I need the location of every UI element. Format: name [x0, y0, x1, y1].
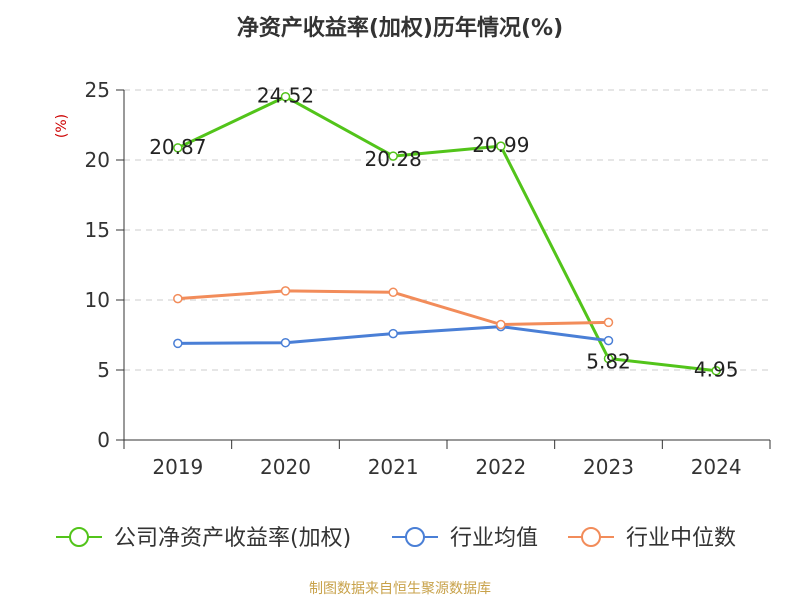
- y-tick-label: 15: [85, 218, 110, 242]
- data-point: [173, 338, 183, 349]
- x-tick-label: 2023: [583, 455, 634, 479]
- x-tick-label: 2020: [260, 455, 311, 479]
- data-point: [280, 91, 291, 102]
- data-point: [280, 337, 291, 348]
- data-label: 20.28: [365, 147, 422, 171]
- data-label: 20.87: [149, 135, 206, 159]
- x-tick-label: 2022: [475, 455, 526, 479]
- data-point: [280, 286, 291, 296]
- y-tick-label: 0: [97, 428, 110, 452]
- data-label: 24.52: [257, 84, 314, 108]
- legend-entry: 行业中位数: [626, 526, 736, 551]
- y-tick-label: 25: [85, 78, 110, 102]
- x-tick-label: 2019: [152, 455, 203, 479]
- x-tick-label: 2021: [368, 455, 419, 479]
- data-point: [603, 353, 614, 364]
- data-point: [173, 293, 183, 304]
- data-point: [173, 143, 183, 153]
- y-tick-label: 20: [85, 148, 110, 172]
- data-point: [388, 151, 398, 161]
- legend-entry: 公司净资产收益率(加权): [114, 526, 351, 551]
- data-label: 5.82: [586, 350, 631, 374]
- legend-swatch-marker: [581, 527, 601, 547]
- data-point: [496, 141, 506, 151]
- axes: 0 5 10 15 20 25 2019 2020 2021 2022 2023 2024: [85, 78, 771, 479]
- source-note: 制图数据来自恒生聚源数据库: [309, 581, 491, 597]
- legend-entry: 行业均值: [450, 526, 538, 551]
- series: [173, 91, 721, 376]
- legend-swatch-marker: [69, 527, 89, 547]
- data-point: [388, 328, 398, 339]
- y-axis-label: (%): [54, 114, 70, 138]
- legend-swatch-marker: [405, 527, 425, 547]
- series-line: [177, 95, 717, 373]
- data-label: 20.99: [472, 133, 529, 157]
- data-point: [711, 365, 721, 376]
- gridlines: [124, 89, 770, 371]
- chart-title: 净资产收益率(加权)历年情况(%): [236, 16, 564, 41]
- legend: 公司净资产收益率(加权) 行业均值 行业中位数: [56, 526, 736, 551]
- data-point: [388, 287, 398, 298]
- y-tick-label: 10: [85, 288, 110, 312]
- x-tick-label: 2024: [691, 455, 742, 479]
- data-point: [603, 335, 614, 346]
- y-tick-label: 5: [97, 358, 110, 382]
- data-point: [603, 317, 614, 328]
- data-label: 4.95: [694, 358, 739, 382]
- data-point: [496, 319, 506, 330]
- data-labels: 20.87 24.52 20.28 20.99 5.82 4.95: [149, 84, 738, 382]
